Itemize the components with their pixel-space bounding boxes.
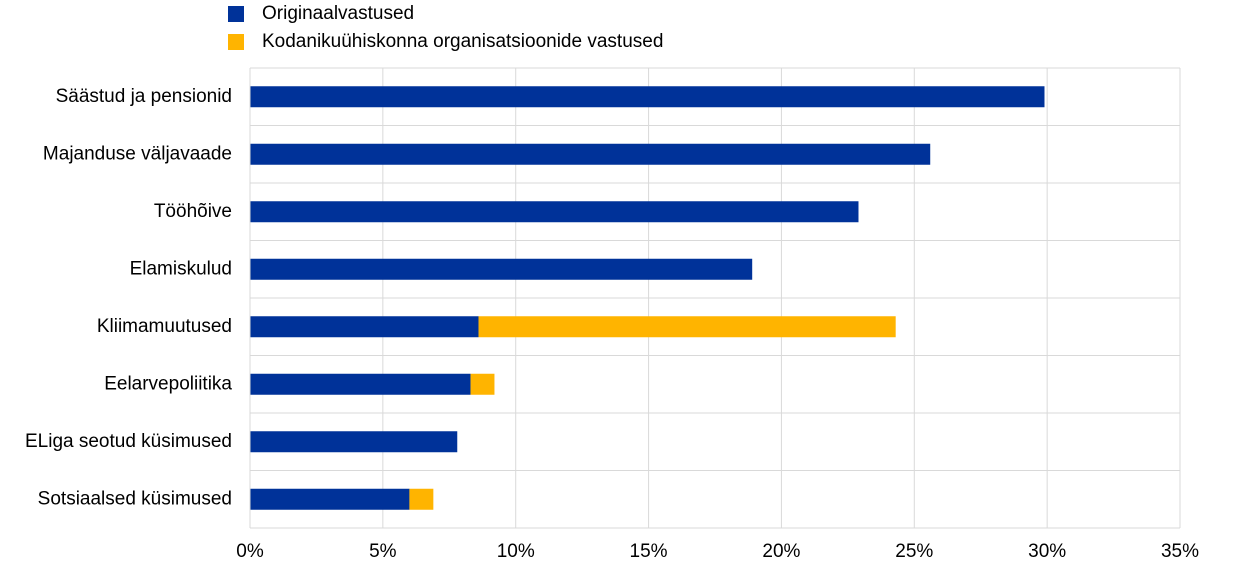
bar-segment [250,258,753,280]
bar-segment [250,86,1045,108]
y-tick-label: Eelarvepoliitika [104,373,232,394]
bar-segment [250,143,931,165]
bar-segment [250,316,479,338]
y-tick-label: Tööhõive [154,201,232,222]
y-tick-label: Säästud ja pensionid [56,86,232,107]
x-tick-label: 25% [895,541,933,562]
legend-swatch [228,34,244,50]
y-tick-label: Elamiskulud [130,258,232,279]
x-tick-label: 30% [1028,541,1066,562]
bar-segment [250,431,458,453]
bar-segment [250,373,471,395]
legend-swatch [228,6,244,22]
x-tick-label: 20% [762,541,800,562]
bar-segment [470,373,495,395]
bar-segment [250,201,859,223]
y-tick-label: Sotsiaalsed küsimused [38,488,232,509]
x-tick-label: 5% [369,541,397,562]
x-tick-label: 10% [497,541,535,562]
y-tick-label: ELiga seotud küsimused [25,431,232,452]
legend-label: Originaalvastused [262,3,414,24]
y-tick-label: Majanduse väljavaade [43,143,232,164]
y-tick-label: Kliimamuutused [97,316,232,337]
x-tick-label: 0% [236,541,264,562]
bar-segment [409,488,434,510]
legend-label: Kodanikuühiskonna organisatsioonide vast… [262,31,663,52]
x-tick-label: 35% [1161,541,1199,562]
bar-segment [478,316,896,338]
x-tick-label: 15% [630,541,668,562]
bar-segment [250,488,410,510]
